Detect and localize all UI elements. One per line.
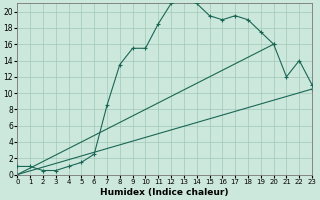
X-axis label: Humidex (Indice chaleur): Humidex (Indice chaleur)	[100, 188, 229, 197]
